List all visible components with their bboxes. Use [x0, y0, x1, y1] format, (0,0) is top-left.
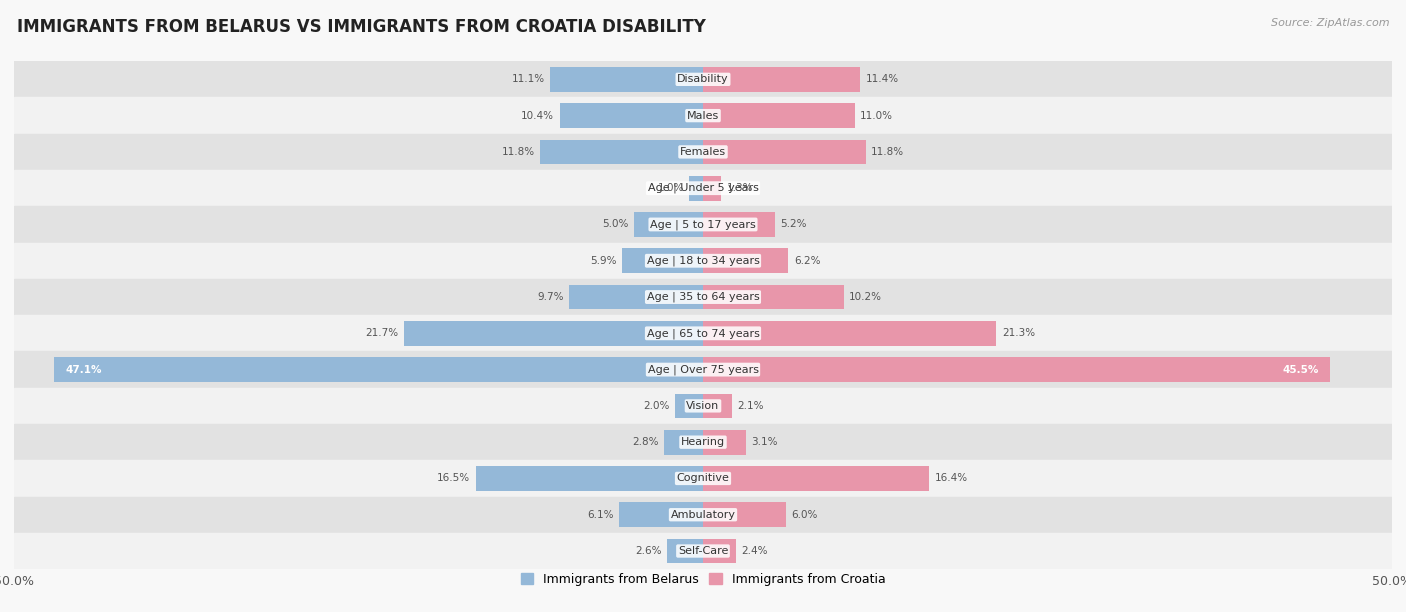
Text: 9.7%: 9.7%: [537, 292, 564, 302]
Text: 5.0%: 5.0%: [602, 220, 628, 230]
Text: Age | Under 5 years: Age | Under 5 years: [648, 183, 758, 193]
Text: 1.0%: 1.0%: [658, 183, 683, 193]
Bar: [703, 248, 789, 273]
Text: Age | Over 75 years: Age | Over 75 years: [648, 364, 758, 375]
Text: 11.0%: 11.0%: [860, 111, 893, 121]
Text: 5.9%: 5.9%: [589, 256, 616, 266]
Bar: [703, 285, 844, 310]
Bar: [569, 285, 703, 310]
Text: 16.5%: 16.5%: [437, 474, 470, 483]
Bar: [14, 61, 1392, 97]
Text: 6.1%: 6.1%: [586, 510, 613, 520]
Bar: [475, 466, 703, 491]
Bar: [634, 212, 703, 237]
Text: Disability: Disability: [678, 74, 728, 84]
Bar: [14, 206, 1392, 242]
Bar: [14, 279, 1392, 315]
Bar: [675, 394, 703, 418]
Text: 11.4%: 11.4%: [866, 74, 898, 84]
Text: Females: Females: [681, 147, 725, 157]
Text: 11.1%: 11.1%: [512, 74, 544, 84]
Text: 10.2%: 10.2%: [849, 292, 882, 302]
Text: Self-Care: Self-Care: [678, 546, 728, 556]
Bar: [14, 315, 1392, 351]
Text: 16.4%: 16.4%: [935, 474, 967, 483]
Bar: [404, 321, 703, 346]
Bar: [703, 357, 1330, 382]
Text: 2.6%: 2.6%: [636, 546, 662, 556]
Bar: [53, 357, 703, 382]
Bar: [14, 351, 1392, 388]
Text: 2.4%: 2.4%: [741, 546, 768, 556]
Text: 47.1%: 47.1%: [65, 365, 101, 375]
Bar: [703, 67, 860, 92]
Text: 2.0%: 2.0%: [644, 401, 669, 411]
Text: 45.5%: 45.5%: [1282, 365, 1319, 375]
Bar: [665, 430, 703, 455]
Text: 6.0%: 6.0%: [792, 510, 817, 520]
Bar: [703, 321, 997, 346]
Bar: [703, 430, 745, 455]
Text: 21.7%: 21.7%: [366, 328, 398, 338]
Text: Age | 18 to 34 years: Age | 18 to 34 years: [647, 255, 759, 266]
Bar: [619, 502, 703, 527]
Text: Age | 35 to 64 years: Age | 35 to 64 years: [647, 292, 759, 302]
Bar: [550, 67, 703, 92]
Bar: [14, 496, 1392, 533]
Text: 11.8%: 11.8%: [872, 147, 904, 157]
Text: 5.2%: 5.2%: [780, 220, 807, 230]
Text: 3.1%: 3.1%: [751, 437, 778, 447]
Bar: [14, 424, 1392, 460]
Bar: [703, 466, 929, 491]
Text: Ambulatory: Ambulatory: [671, 510, 735, 520]
Bar: [703, 103, 855, 128]
Bar: [14, 134, 1392, 170]
Bar: [689, 176, 703, 201]
Bar: [703, 394, 733, 418]
Text: Age | 65 to 74 years: Age | 65 to 74 years: [647, 328, 759, 338]
Text: Source: ZipAtlas.com: Source: ZipAtlas.com: [1271, 18, 1389, 28]
Text: Hearing: Hearing: [681, 437, 725, 447]
Bar: [540, 140, 703, 164]
Text: IMMIGRANTS FROM BELARUS VS IMMIGRANTS FROM CROATIA DISABILITY: IMMIGRANTS FROM BELARUS VS IMMIGRANTS FR…: [17, 18, 706, 36]
Bar: [14, 460, 1392, 496]
Text: Males: Males: [688, 111, 718, 121]
Bar: [560, 103, 703, 128]
Bar: [703, 502, 786, 527]
Text: 6.2%: 6.2%: [794, 256, 821, 266]
Text: 11.8%: 11.8%: [502, 147, 534, 157]
Bar: [14, 388, 1392, 424]
Text: 10.4%: 10.4%: [522, 111, 554, 121]
Text: Age | 5 to 17 years: Age | 5 to 17 years: [650, 219, 756, 230]
Bar: [14, 170, 1392, 206]
Bar: [14, 97, 1392, 134]
Text: 2.8%: 2.8%: [633, 437, 659, 447]
Text: 1.3%: 1.3%: [727, 183, 754, 193]
Text: Cognitive: Cognitive: [676, 474, 730, 483]
Bar: [703, 140, 866, 164]
Text: 2.1%: 2.1%: [738, 401, 763, 411]
Bar: [703, 176, 721, 201]
Bar: [703, 212, 775, 237]
Legend: Immigrants from Belarus, Immigrants from Croatia: Immigrants from Belarus, Immigrants from…: [516, 568, 890, 591]
Bar: [703, 539, 737, 564]
Text: 21.3%: 21.3%: [1002, 328, 1035, 338]
Text: Vision: Vision: [686, 401, 720, 411]
Bar: [668, 539, 703, 564]
Bar: [621, 248, 703, 273]
Bar: [14, 242, 1392, 279]
Bar: [14, 533, 1392, 569]
